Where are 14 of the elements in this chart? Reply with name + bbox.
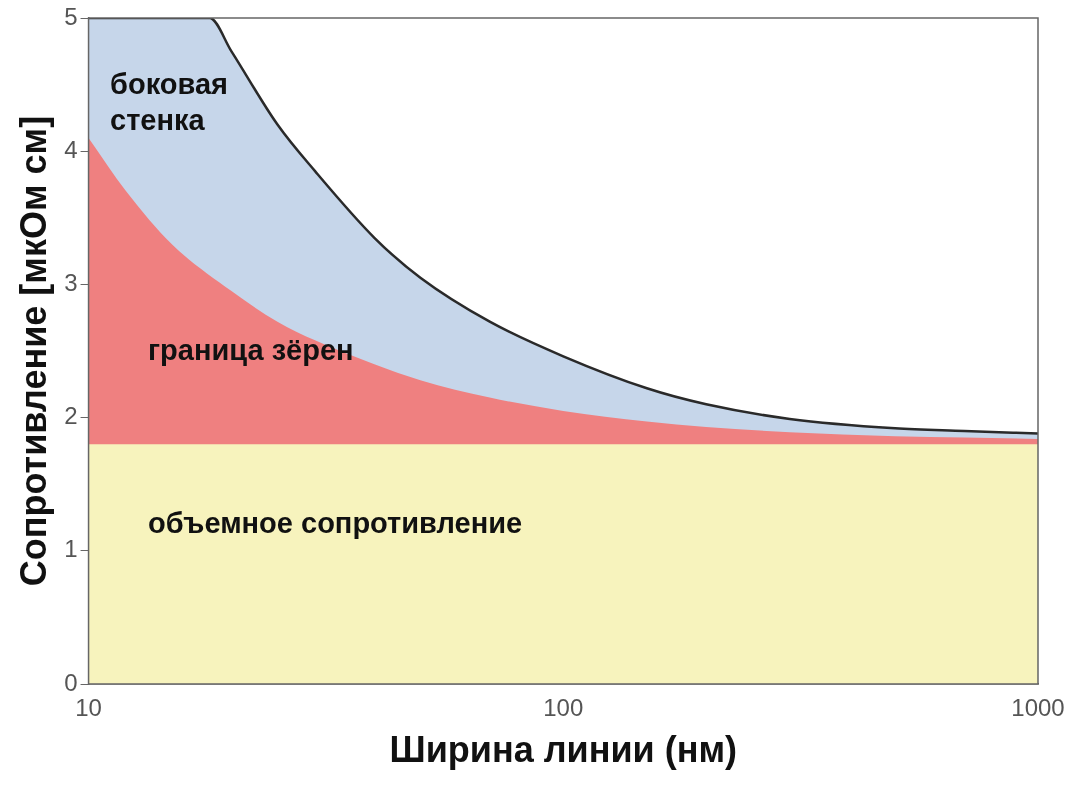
y-tick-label: 4 — [64, 135, 78, 163]
x-tick-label: 1000 — [1011, 694, 1065, 722]
x-axis-title: Ширина линии (нм) — [389, 729, 738, 771]
y-tick-label: 1 — [64, 535, 78, 563]
series-label: боковая стенка — [110, 67, 229, 136]
y-tick-label: 3 — [64, 269, 78, 297]
y-tick-label: 2 — [64, 402, 78, 430]
x-tick-label: 10 — [75, 694, 102, 722]
series-label: граница зёрен — [148, 334, 354, 367]
y-tick-label: 5 — [64, 2, 78, 30]
y-tick-label: 0 — [64, 668, 78, 696]
series-label: объемное сопротивление — [148, 507, 523, 540]
y-axis-title: Сопротивление [мкОм см] — [12, 115, 54, 587]
x-tick-label: 100 — [543, 694, 584, 722]
